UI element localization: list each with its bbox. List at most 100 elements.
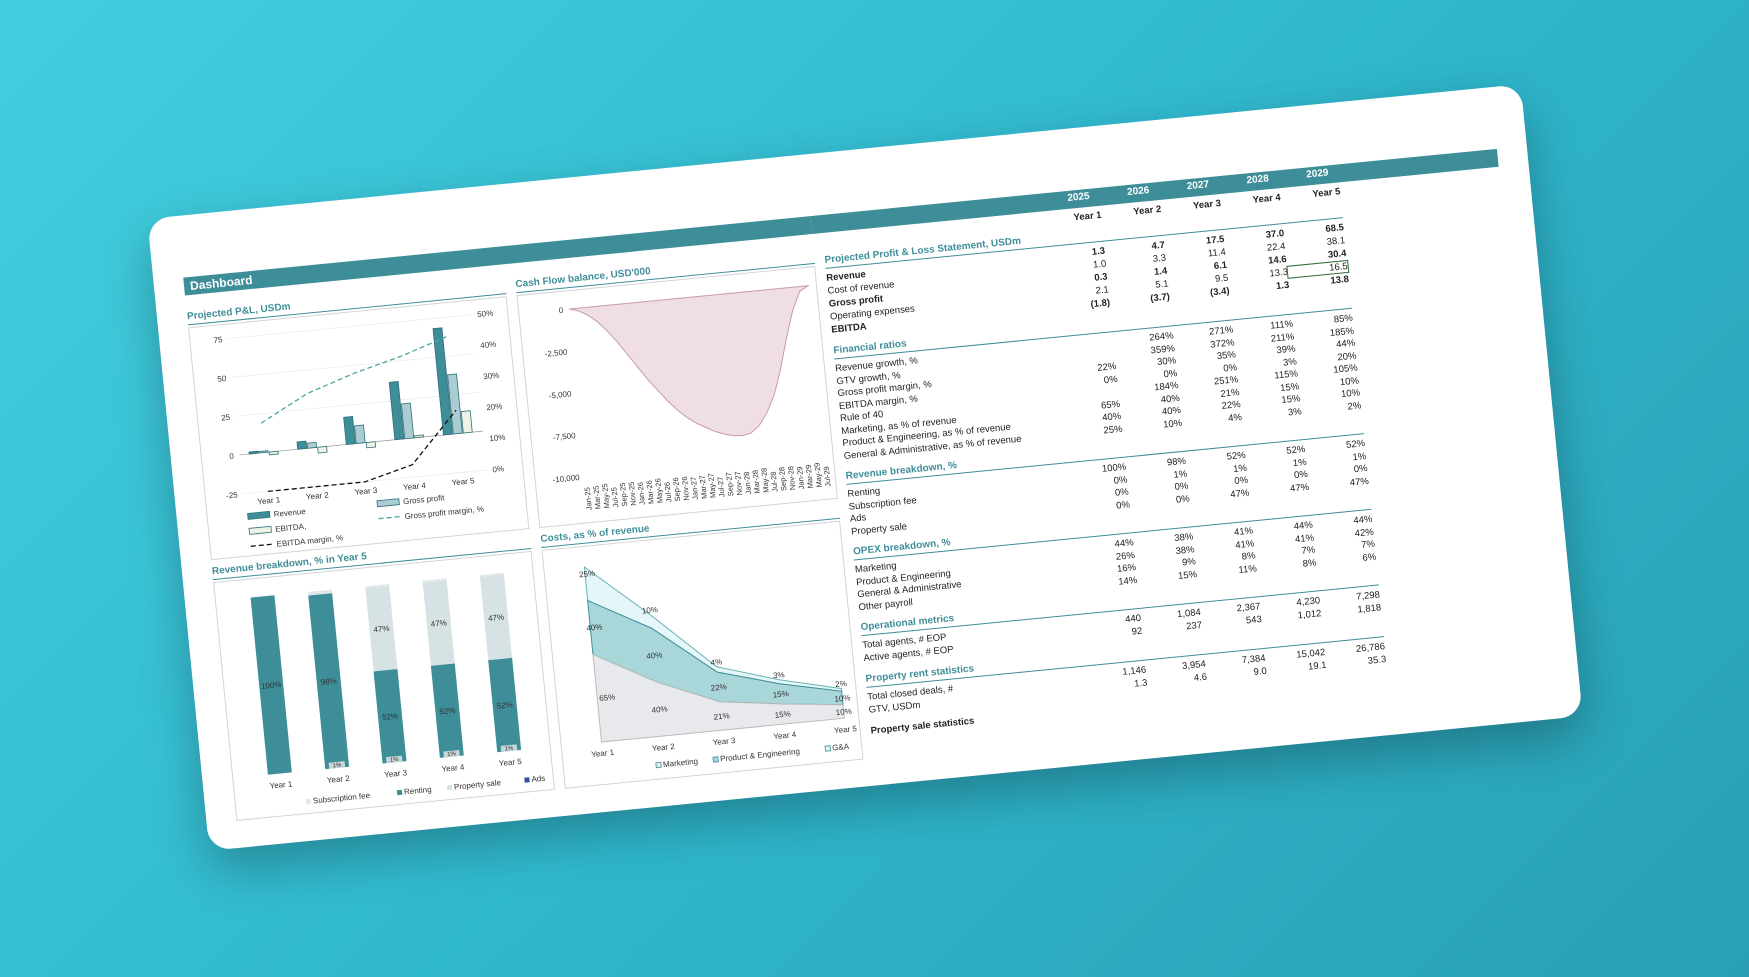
cs-label-marketing: 65%	[599, 692, 616, 703]
pl-legend-gross-profit: Gross profit	[403, 493, 446, 506]
rb-label-renting: 52%	[496, 700, 513, 711]
dashboard-card: Dashboard 2025 2026 2027 2028 2029 Proje…	[147, 84, 1583, 851]
pl-bar-gross-profit2	[306, 441, 318, 449]
cs-label-marketing: 10%	[835, 707, 852, 718]
cf-x-label: Mar-25	[591, 485, 602, 510]
rb-bar-renting-5	[488, 657, 522, 753]
pl_table-row-label: EBITDA	[830, 321, 868, 336]
cs-label-marketing: 40%	[651, 704, 668, 715]
cf-x-label: Sep-25	[618, 482, 629, 507]
cs-label-ga: 3%	[773, 670, 785, 680]
pl-bar-gross-profit4	[400, 402, 415, 440]
cs-x-label: Year 3	[712, 736, 736, 747]
rb-legend-ads: Ads	[531, 774, 546, 784]
pl-left-tick: 25	[221, 413, 231, 423]
cs-legend-swatch	[655, 761, 662, 769]
pl-legend-ebitda-margin: EBITDA margin, %	[276, 533, 343, 548]
year-2025: 2025	[1066, 190, 1091, 204]
rb-x-label: Year 5	[498, 757, 522, 768]
rent_stats-row-label: GTV, USDm	[868, 699, 921, 716]
cf-x-label: May-25	[600, 483, 611, 509]
period-2: Year 2	[1132, 203, 1162, 218]
rb-bar-top-3	[365, 583, 390, 589]
pl-legend-gpm-swatch	[378, 515, 401, 520]
cs-area-marketing	[592, 653, 845, 743]
cs-label-pe: 15%	[772, 689, 789, 700]
cf-x-label: Sep-26	[671, 477, 682, 502]
rb-bar-ads-3	[385, 755, 403, 764]
cs-label-pe: 22%	[710, 682, 727, 693]
cf-y-tick: -2,500	[544, 347, 568, 358]
pl-gridline	[228, 314, 472, 339]
cf-y-tick: -5,000	[548, 389, 572, 400]
period-1: Year 1	[1073, 209, 1103, 224]
pl-bar-revenue3	[343, 416, 356, 445]
pl-bar-revenue4	[388, 380, 405, 441]
cf-x-label: Jul-25	[609, 487, 620, 508]
year-2026: 2026	[1126, 184, 1150, 199]
cf-x-label: Nov-26	[680, 476, 691, 501]
cs-legend-g-a: G&A	[832, 742, 850, 753]
pl-line-gross-margin	[260, 335, 450, 424]
costs-panel: 65% 40% 25% Year 1 40% 40% 10% Year 2 21% 22% 4% Ye…	[541, 520, 864, 789]
cf-x-label: May-29	[812, 462, 823, 488]
revbreak-panel: 100% Year 1 98% 1% Year 2 52% 47% 1% Year 3 52% 47…	[213, 550, 555, 822]
rb-x-label: Year 4	[441, 762, 465, 773]
cs-label-marketing: 15%	[774, 709, 791, 720]
cf-x-label: Jul-26	[662, 482, 673, 503]
cf-x-label: Nov-25	[627, 481, 638, 506]
cf-y-tick: 0	[558, 306, 564, 315]
year-2029: 2029	[1305, 167, 1329, 181]
rb-legend-swatch	[305, 798, 312, 805]
pl-right-tick: 10%	[489, 433, 506, 444]
cf-x-label: Mar-27	[698, 475, 709, 500]
pl-right-tick: 30%	[483, 371, 500, 382]
cf-x-label: Jan-26	[636, 482, 647, 506]
pl-bar-ebitda-5	[460, 410, 473, 434]
cf-x-label: May-26	[653, 478, 664, 504]
cf-x-label: Jan-28	[742, 471, 753, 495]
cs-x-label: Year 2	[652, 742, 676, 753]
pl-right-tick: 20%	[486, 402, 503, 413]
rb-label-ads: 1%	[332, 762, 342, 769]
pl-line-ebitda-margin	[267, 409, 457, 493]
cf-x-label: Nov-28	[786, 466, 797, 491]
cf-x-label: Jan-27	[689, 476, 700, 500]
pl-x-label: Year 2	[306, 490, 330, 501]
rb-bar-renting-4	[430, 663, 464, 758]
pl-bar-revenue5	[432, 327, 453, 436]
pl-bar-revenue2	[296, 440, 308, 450]
sale-stats-title: Property sale statistics	[870, 715, 975, 737]
pl-right-tick: 40%	[480, 340, 497, 351]
cf-x-label: Jan-25	[583, 487, 594, 511]
right-tables: Year 1 Year 2 Year 3 Year 4 Year 5 Proje…	[822, 171, 1551, 775]
rb-x-label: Year 3	[384, 768, 408, 779]
rb-bar-property-5	[480, 574, 513, 661]
pl-legend-gp-swatch	[376, 498, 400, 508]
rb-legend-swatch	[396, 789, 403, 796]
rb-label-renting: 98%	[320, 676, 337, 687]
cs-legend-marketing: Marketing	[663, 757, 699, 769]
cs-label-pe: 40%	[646, 650, 663, 661]
cf-x-label: Jul-27	[716, 476, 727, 497]
rb-label-property: 47%	[430, 618, 447, 629]
rb-bar-ads-2	[328, 761, 346, 769]
rev_breakdown_tbl-row-label: Ads	[849, 512, 867, 525]
pl-bar-revenue1	[248, 450, 259, 455]
cf-x-label: Mar-28	[751, 470, 762, 495]
period-5: Year 5	[1311, 186, 1341, 201]
pl-x-label: Year 3	[354, 486, 378, 497]
rb-label-renting: 100%	[261, 680, 282, 691]
pl-chart-panel: 75 50 25 0 -25 50% 40% 30% 20% 10% 0% Year 1 Year 2 Y…	[188, 296, 530, 561]
cs-label-marketing: 21%	[713, 711, 730, 722]
pl-right-tick: 50%	[477, 309, 494, 320]
cs-label-ga: 10%	[642, 605, 659, 616]
cf-area	[569, 285, 810, 437]
pl-bar-gross-profit5	[447, 373, 463, 435]
pl-legend-revenue-swatch	[247, 510, 271, 520]
rb-bar-renting-1	[250, 595, 292, 775]
pl-bar-ebitda-4	[414, 434, 425, 439]
rb-bar-property-4	[422, 580, 455, 666]
cs-x-label: Year 4	[773, 730, 797, 741]
pl-bar-ebitda-1	[268, 450, 279, 456]
